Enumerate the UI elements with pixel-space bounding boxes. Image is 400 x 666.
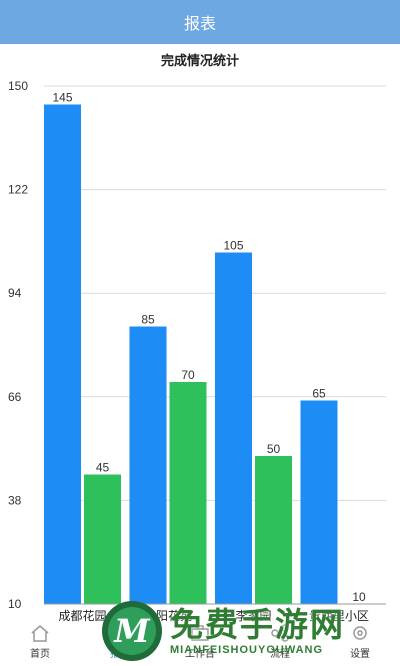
bar-value-label: 145 xyxy=(52,91,72,105)
y-tick-label: 38 xyxy=(8,493,22,507)
bar-value-label: 70 xyxy=(181,368,195,382)
bar-value-label: 85 xyxy=(141,313,155,327)
bar xyxy=(84,474,121,604)
bar xyxy=(255,456,292,604)
x-category-label: 李家园 xyxy=(235,608,271,623)
page-title: 报表 xyxy=(183,16,216,33)
settings-icon xyxy=(349,623,371,643)
bar xyxy=(169,382,207,604)
bar xyxy=(44,104,81,604)
home-icon xyxy=(29,623,51,643)
y-tick-label: 122 xyxy=(8,183,28,197)
nav-flow[interactable]: 流程 xyxy=(245,623,315,660)
y-tick-label: 66 xyxy=(8,390,22,404)
workbench-icon xyxy=(189,623,211,643)
nav-home-label: 首页 xyxy=(30,649,50,660)
nav-workbench[interactable]: 工作台 xyxy=(165,623,235,660)
nav-report[interactable]: 报表 xyxy=(85,623,155,660)
flow-icon xyxy=(269,623,291,643)
y-tick-label: 150 xyxy=(8,79,28,93)
nav-home[interactable]: 首页 xyxy=(5,623,75,660)
x-category-label: 贵西里小区 xyxy=(309,609,369,623)
nav-settings[interactable]: 设置 xyxy=(325,623,395,660)
y-tick-label: 94 xyxy=(8,286,22,300)
bar-value-label: 105 xyxy=(223,239,243,253)
nav-flow-label: 流程 xyxy=(270,649,290,660)
report-icon xyxy=(109,623,131,643)
nav-report-label: 报表 xyxy=(110,649,130,660)
bar-value-label: 45 xyxy=(96,461,110,475)
bottom-nav: 首页 报表 工作台 流程 设置 xyxy=(0,616,400,666)
nav-workbench-label: 工作台 xyxy=(185,649,215,660)
y-tick-label: 10 xyxy=(8,597,22,611)
nav-settings-label: 设置 xyxy=(350,649,370,660)
bar xyxy=(215,252,252,604)
bar-chart: 1038669412215014545成都花园8570东阳花苑10550李家园6… xyxy=(8,79,386,623)
title-bar: 报表 xyxy=(0,0,400,44)
bar xyxy=(300,400,338,604)
bar-value-label: 50 xyxy=(267,442,281,456)
x-category-label: 成都花园 xyxy=(58,608,106,623)
bar xyxy=(129,326,167,604)
chart-title: 完成情况统计 xyxy=(160,53,239,68)
bar-value-label: 65 xyxy=(312,387,326,401)
bar-value-label: 10 xyxy=(352,590,366,604)
